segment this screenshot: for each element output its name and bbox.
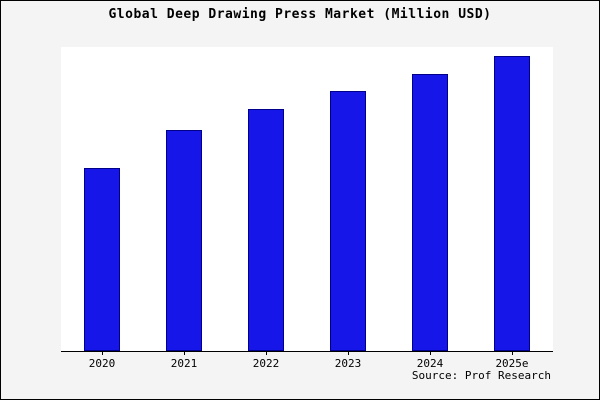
x-tick-label-2020: 2020 [88,357,116,370]
bar-2020 [84,168,120,351]
chart-title: Global Deep Drawing Press Market (Millio… [108,7,492,22]
bar-2025e [494,56,530,351]
bar-2022 [248,109,284,351]
x-tick-label-2021: 2021 [170,357,198,370]
x-tick-label-2022: 2022 [252,357,280,370]
x-tick [266,351,267,355]
x-tick [430,351,431,355]
plot-area [61,47,553,355]
x-tick-label-2023: 2023 [334,357,362,370]
x-tick [348,351,349,355]
x-tick [184,351,185,355]
source-label: Source: Prof Research [411,369,551,382]
bar-2023 [330,91,366,351]
x-tick [512,351,513,355]
x-tick-label-2024: 2024 [416,357,444,370]
x-tick-label-2025e: 2025e [495,357,529,370]
x-tick [102,351,103,355]
bar-2024 [412,74,448,351]
bar-2021 [166,130,202,351]
